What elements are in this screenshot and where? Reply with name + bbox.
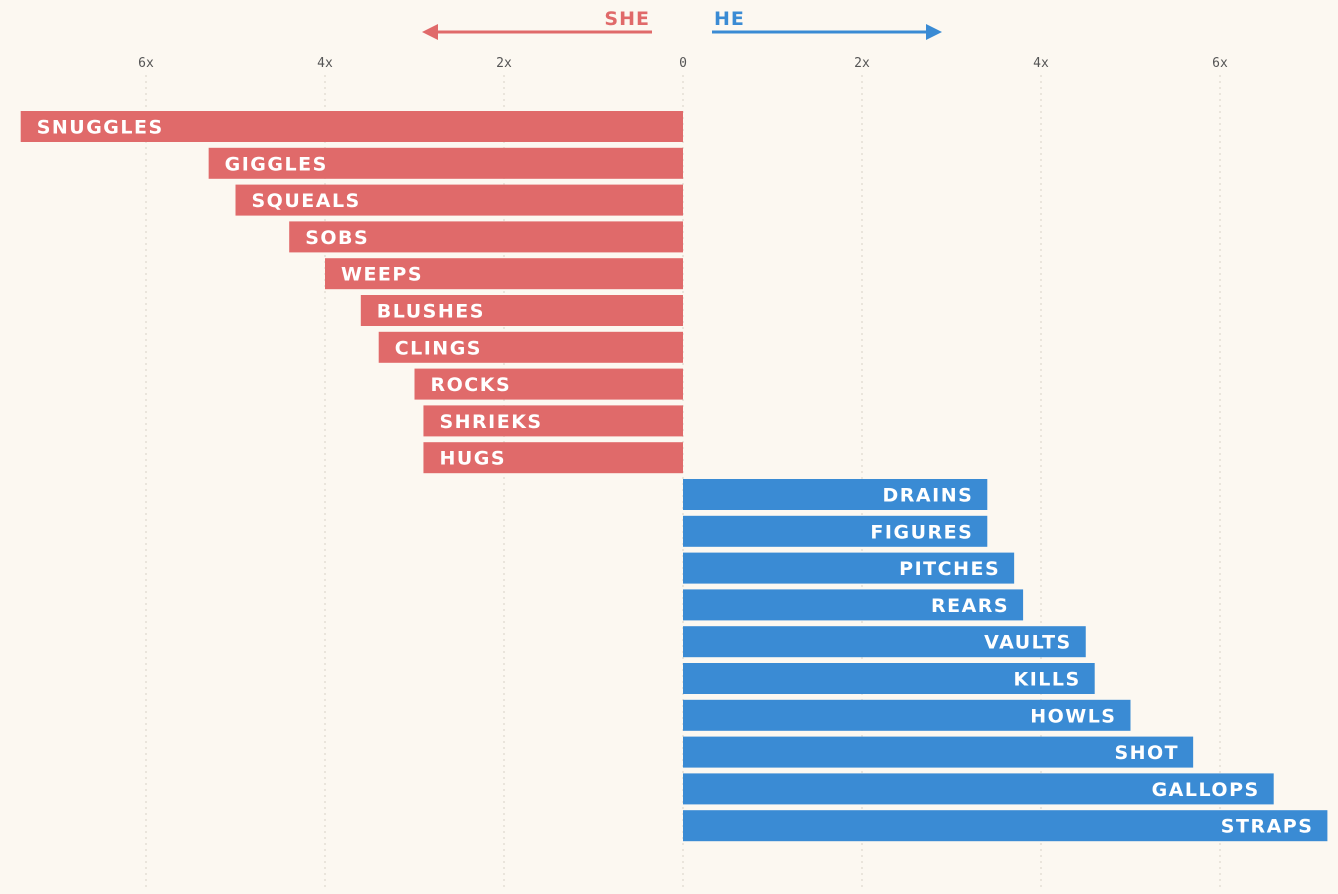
bar (683, 699, 1131, 731)
bar-label: SNUGGLES (37, 117, 164, 139)
bar (235, 184, 683, 216)
bar-group: SOBS (289, 221, 683, 253)
bar-group: FIGURES (683, 515, 988, 547)
bar (683, 736, 1194, 768)
bar-group: VAULTS (683, 626, 1086, 658)
bar-group: SHOT (683, 736, 1194, 768)
bar-label: BLUSHES (377, 301, 485, 323)
bar-label: FIGURES (870, 521, 973, 543)
she-arrow-head (422, 24, 438, 40)
bar-group: SNUGGLES (20, 111, 683, 142)
bar (208, 147, 683, 179)
bar-label: HOWLS (1030, 705, 1116, 727)
x-tick-label: 4x (1033, 56, 1049, 71)
bar-group: STRAPS (683, 810, 1328, 842)
bar-group: REARS (683, 589, 1024, 621)
bar-group: SHRIEKS (423, 405, 683, 437)
bar (423, 405, 683, 437)
bar-label: HUGS (439, 448, 506, 470)
x-axis-ticks: 6x 4x 2x 0 2x 4x 6x (138, 56, 1228, 71)
bar (423, 442, 683, 474)
bar (683, 810, 1328, 842)
bar (683, 552, 1015, 584)
she-legend-label: SHE (604, 8, 650, 30)
bar (683, 626, 1086, 658)
bar-label: ROCKS (431, 374, 512, 396)
x-tick-label: 6x (1212, 56, 1228, 71)
bar (378, 331, 683, 363)
bar (20, 111, 683, 142)
bar-label: PITCHES (899, 558, 1000, 580)
bar (360, 295, 683, 326)
bar-label: WEEPS (341, 264, 423, 286)
bar-label: SHOT (1114, 742, 1179, 764)
bar (325, 258, 683, 290)
bar-group: CLINGS (378, 331, 683, 363)
bar-label: CLINGS (395, 337, 482, 359)
direction-legend: SHE HE (422, 8, 942, 40)
x-tick-label: 2x (496, 56, 512, 71)
bar-label: DRAINS (883, 485, 974, 507)
bar (289, 221, 683, 253)
he-legend-label: HE (714, 8, 745, 30)
bar-group: GALLOPS (683, 773, 1274, 805)
bar (683, 773, 1274, 805)
bar-label: SOBS (305, 227, 369, 249)
bar-label: STRAPS (1221, 816, 1314, 838)
bar (683, 663, 1095, 694)
bar-group: HUGS (423, 442, 683, 474)
bar-label: GALLOPS (1152, 779, 1260, 801)
bar-group: WEEPS (325, 258, 683, 290)
bar-label: KILLS (1013, 669, 1080, 691)
bar-group: HOWLS (683, 699, 1131, 731)
bar-label: GIGGLES (225, 153, 328, 175)
bar (683, 589, 1024, 621)
x-tick-label: 6x (138, 56, 154, 71)
bar-group: PITCHES (683, 552, 1015, 584)
bar-group: GIGGLES (208, 147, 683, 179)
x-tick-label: 0 (679, 56, 687, 71)
bar (414, 368, 683, 400)
bar-label: SQUEALS (252, 190, 361, 212)
x-tick-label: 2x (854, 56, 870, 71)
he-arrow-head (926, 24, 942, 40)
bar-group: KILLS (683, 663, 1095, 694)
bar (683, 479, 988, 510)
bar (683, 515, 988, 547)
bar-label: SHRIEKS (439, 411, 542, 433)
bar-group: ROCKS (414, 368, 683, 400)
bar-group: SQUEALS (235, 184, 683, 216)
bar-group: BLUSHES (360, 295, 683, 326)
bars: SNUGGLES GIGGLES SQUEALS SOBS WEEPS BLUSHES CL… (20, 111, 1328, 842)
bar-label: VAULTS (984, 632, 1072, 654)
bar-label: REARS (931, 595, 1009, 617)
bar-group: DRAINS (683, 479, 988, 510)
x-tick-label: 4x (317, 56, 333, 71)
